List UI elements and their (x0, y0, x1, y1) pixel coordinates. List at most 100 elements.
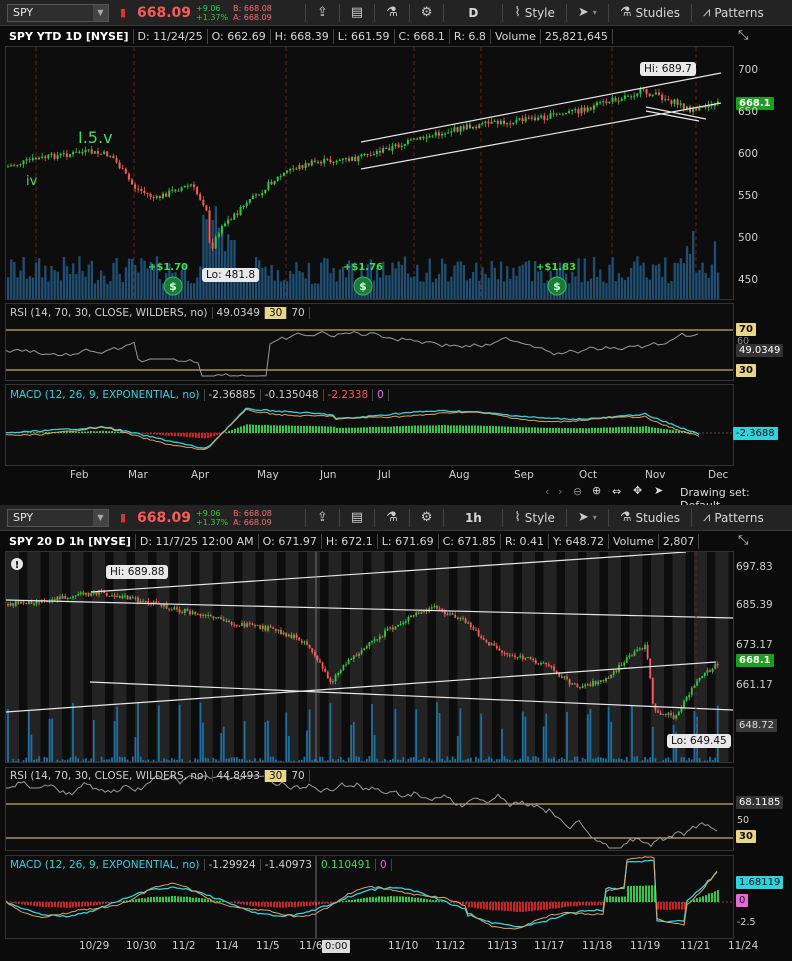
candle (545, 662, 548, 665)
flag-icon[interactable]: ▮ (119, 6, 127, 19)
volume-bar (238, 758, 241, 762)
macd-hist-bar (390, 896, 392, 902)
macd-hist-bar (609, 896, 611, 902)
dividend-icon[interactable] (163, 276, 183, 296)
settings-button[interactable]: ⚙ (415, 507, 439, 529)
volume-bar (147, 759, 150, 762)
flask-button[interactable]: ⚗ (380, 507, 404, 529)
style-button[interactable]: ⌇ Style (508, 507, 561, 529)
cursor-button[interactable]: ➤ ▾ (572, 2, 603, 24)
candle (329, 159, 332, 163)
crosshair-icon[interactable]: ✥ (633, 484, 643, 497)
bar-open: O: 662.69 (208, 29, 271, 44)
candle (430, 607, 433, 609)
candle (168, 190, 171, 197)
studies-button[interactable]: ⚗ Studies (614, 2, 686, 24)
macd-hist-bar (144, 898, 146, 902)
macd-hist-bar (414, 425, 416, 433)
scroll-right-icon[interactable]: › (558, 485, 563, 498)
volume-bar (348, 260, 351, 299)
candle (74, 595, 77, 597)
volume-bar (573, 756, 576, 762)
volume-bar (261, 760, 264, 762)
date-tick: 11/10 (388, 940, 419, 952)
macd-hist-bar (573, 902, 575, 907)
cursor-button[interactable]: ➤ ▾ (572, 507, 603, 529)
rsi-pane[interactable] (5, 303, 734, 381)
volume-bar (59, 761, 61, 762)
zoom-in-icon[interactable]: ⊕ (592, 484, 602, 497)
volume-bar (633, 756, 636, 762)
divider (607, 508, 609, 527)
dividend-icon[interactable] (547, 276, 567, 296)
macd-hist-bar (717, 890, 719, 902)
flag-icon[interactable]: ▮ (119, 511, 127, 524)
candle (124, 168, 127, 174)
macd-hist-bar (528, 902, 530, 912)
scroll-left-icon[interactable]: ‹ (545, 485, 550, 498)
macd-pane[interactable] (5, 855, 734, 939)
chevron-down-icon[interactable]: ▼ (93, 4, 108, 21)
divider (565, 3, 567, 22)
candle (475, 629, 477, 631)
cursor-icon[interactable]: ➤ (654, 484, 664, 497)
macd-hist-bar (369, 897, 371, 902)
candle (475, 126, 478, 129)
volume-bar (183, 263, 186, 299)
volume-bar (313, 283, 317, 299)
symbol-selector[interactable]: SPY ▼ (7, 508, 109, 527)
volume-bar (493, 267, 496, 299)
macd-hist-bar (555, 902, 557, 909)
timeframe-button[interactable]: 1h (449, 507, 497, 529)
chart-collapse-icon[interactable]: ⤡ (738, 28, 749, 43)
chevron-down-icon: ▾ (592, 8, 597, 17)
share-button[interactable]: ⇪ (311, 507, 334, 529)
macd-hist-bar (258, 902, 260, 907)
news-button[interactable]: ▤ (345, 2, 369, 24)
candle (573, 683, 576, 685)
macd-hist-bar (18, 902, 20, 904)
flask-button[interactable]: ⚗ (380, 2, 404, 24)
macd-hist-bar (474, 902, 476, 908)
share-button[interactable]: ⇪ (311, 2, 334, 24)
volume-bar (267, 275, 270, 299)
volume-bar (438, 712, 441, 762)
price-chart-area[interactable]: $ $ $ (5, 46, 734, 300)
candle (211, 242, 214, 249)
candle (34, 157, 37, 160)
macd-hist-bar (183, 896, 185, 902)
candle (329, 678, 332, 683)
macd-hist-bar (690, 432, 692, 433)
patterns-button[interactable]: ⩘ Patterns (697, 507, 770, 529)
price-chart-area[interactable]: ! (5, 551, 734, 763)
zoom-out-icon[interactable]: ⊖ (573, 485, 583, 498)
macd-hist-bar (645, 426, 647, 433)
macd-hist-bar (75, 902, 77, 908)
patterns-button[interactable]: ⩘ Patterns (697, 2, 770, 24)
timeframe-button[interactable]: D (449, 2, 497, 24)
macd-hist-bar (402, 426, 404, 433)
volume-bar (584, 759, 587, 762)
volume-bar (304, 278, 307, 299)
candle (501, 650, 503, 653)
studies-button[interactable]: ⚗ Studies (614, 507, 686, 529)
volume-bar (467, 758, 470, 762)
symbol-selector[interactable]: SPY ▼ (7, 3, 109, 22)
info-icon[interactable] (11, 558, 23, 570)
patterns-icon: ⩘ (702, 510, 711, 525)
pan-icon[interactable]: ⇔ (612, 485, 622, 498)
news-button[interactable]: ▤ (345, 507, 369, 529)
volume-bar (118, 273, 121, 299)
dividend-icon[interactable] (353, 276, 373, 296)
style-button[interactable]: ⌇ Style (508, 2, 561, 24)
chevron-down-icon[interactable]: ▼ (93, 509, 108, 526)
volume-bar (683, 757, 685, 762)
settings-button[interactable]: ⚙ (415, 2, 439, 24)
macd-hist-bar (162, 896, 164, 902)
macd-pane[interactable] (5, 384, 734, 466)
macd-hist-bar (180, 433, 182, 437)
candle (87, 592, 90, 596)
rsi-pane[interactable] (5, 767, 734, 851)
macd-hist-bar (579, 902, 581, 906)
chart-collapse-icon[interactable]: ⤡ (738, 533, 749, 548)
